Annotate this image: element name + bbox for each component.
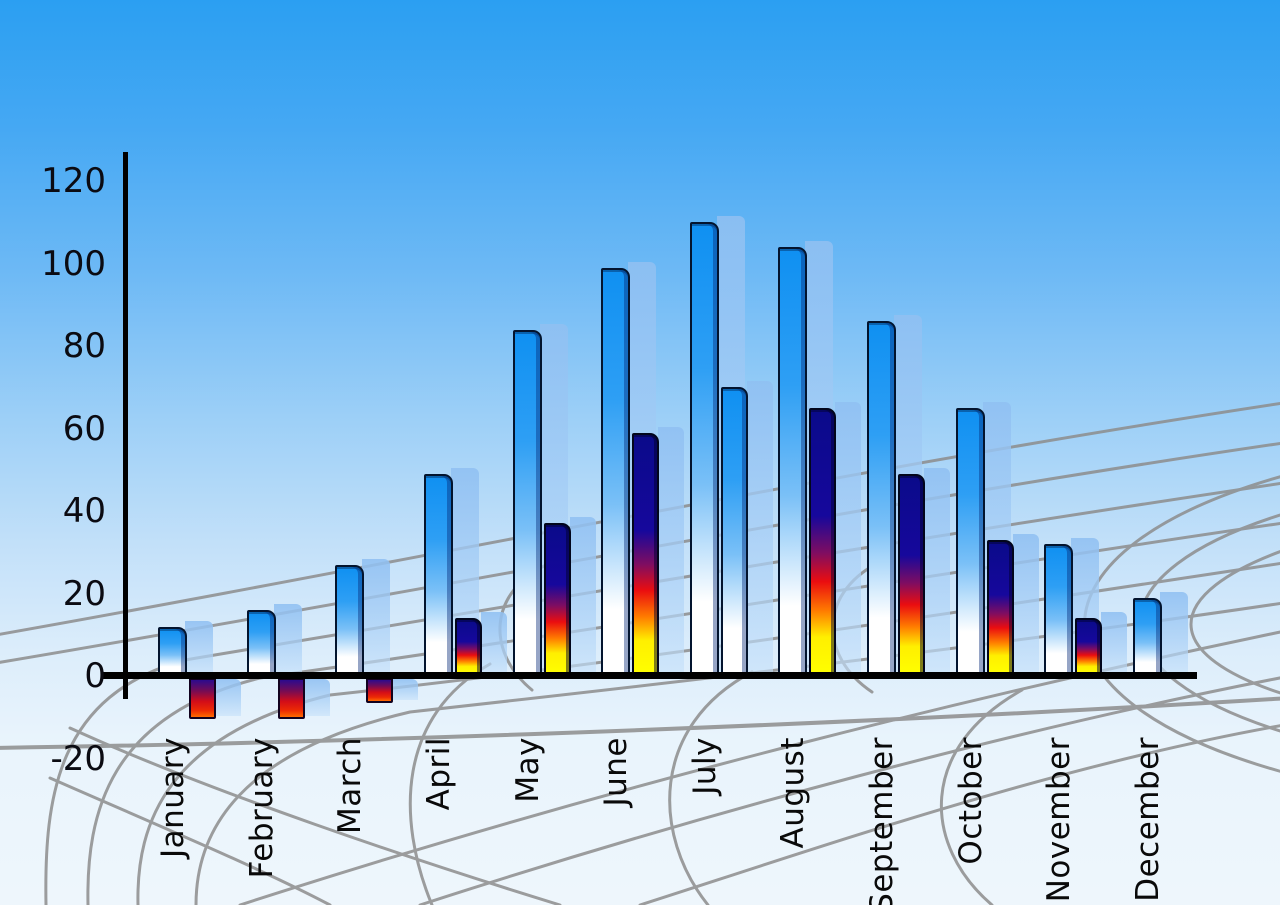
grid-diagonal [68,726,562,905]
x-axis-label-november: November [1041,737,1078,903]
bar-january-primary [158,626,187,676]
grid-ring-cap [939,688,1024,905]
bar-february-secondary [277,678,305,720]
bar-september-primary [867,321,897,676]
x-axis-label-april: April [420,737,457,811]
grid-baseline-ring [0,696,1280,750]
bar-october-secondary [986,539,1014,676]
bar-shadow-january-primary [185,620,213,676]
bar-shadow-august-secondary [835,401,862,676]
bar-shadow-october-secondary [1012,533,1039,676]
bar-shadow-march-primary [362,558,391,676]
bar-may-primary [512,329,542,676]
x-axis-label-september: September [864,737,901,905]
x-axis-label-august: August [775,737,812,849]
bar-shadow-september-secondary [924,467,951,676]
bar-august-primary [778,247,808,676]
grid-diagonal [638,724,1280,905]
grid-ring-cap [668,670,754,905]
x-axis-label-february: February [243,737,280,879]
x-axis-label-june: June [598,737,635,807]
bar-october-primary [955,407,985,676]
x-axis-label-december: December [1130,737,1167,902]
bar-shadow-february-primary [273,604,302,676]
y-axis-tick-40: 40 [62,491,106,531]
bar-november-secondary [1075,618,1103,676]
bar-july-primary [689,222,719,676]
bar-november-primary [1044,544,1074,676]
bar-shadow-december-primary [1160,591,1189,676]
bar-july-secondary [720,387,748,676]
grid-ring-cap [1189,550,1280,695]
bar-september-secondary [898,473,926,676]
y-axis-tick-0: 0 [84,656,106,696]
bar-june-primary [601,267,631,676]
x-axis-label-january: January [155,737,191,859]
x-axis-label-may: May [509,737,546,803]
bar-february-primary [246,610,276,676]
bar-shadow-january-secondary [215,679,241,717]
y-axis-tick-60: 60 [62,408,106,449]
bar-shadow-june-secondary [658,426,685,676]
bar-shadow-march-secondary [392,679,419,700]
bar-august-secondary [809,407,837,676]
y-axis-tick-100: 100 [41,243,106,284]
y-axis-tick-20: 20 [62,573,106,614]
grid-diagonal [418,676,1280,905]
y-axis-tick--20: -20 [50,738,106,779]
bar-march-secondary [366,678,394,703]
bar-april-secondary [454,618,482,676]
x-axis-label-march: March [332,737,369,834]
bar-june-secondary [632,432,660,676]
x-axis-label-july: July [686,737,723,795]
bar-april-primary [423,473,453,676]
x-axis-baseline [101,672,1197,679]
bar-may-secondary [543,523,571,676]
grid-ring-cap [408,662,492,905]
y-axis-tick-120: 120 [41,161,106,201]
bar-shadow-february-secondary [303,679,330,717]
bar-shadow-november-secondary [1101,612,1128,676]
bar-shadow-july-secondary [746,381,773,676]
y-axis-tick-80: 80 [62,326,106,366]
bar-january-secondary [189,678,216,720]
y-axis-line [123,152,128,699]
bar-december-primary [1133,597,1163,676]
x-axis-label-october: October [952,737,989,865]
bar-shadow-april-secondary [480,612,507,676]
grid-diagonal [48,776,332,905]
bar-shadow-may-secondary [569,517,596,676]
bar-march-primary [335,564,365,676]
